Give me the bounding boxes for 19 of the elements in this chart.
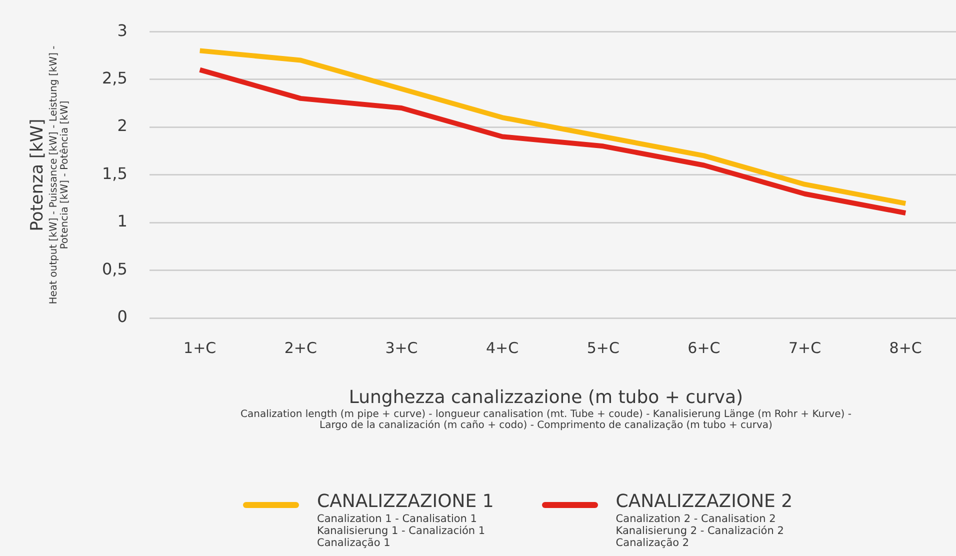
legend-label: CANALIZZAZIONE 2 Canalization 2 - Canalisation 2 Kanalisierung 2 - Canalización 2 Canalização 2 — [616, 491, 793, 549]
x-tick-label: 3+C — [385, 338, 418, 357]
y-tick-label: 1 — [117, 212, 128, 231]
x-tick-label: 4+C — [486, 338, 519, 357]
y-tick-label: 0,5 — [102, 259, 128, 278]
x-tick-label: 6+C — [688, 338, 720, 357]
y-tick-label: 3 — [117, 20, 128, 40]
x-axis-title: Lunghezza canalizzazione (m tubo + curva) Canalization length (m pipe + curve) - longueur canalisation (mt. Tube + coude) - Kanalisierung Länge (m Rohr + Kurve) - Largo de la canalización (m caño + codo) - Comprimento de canalização (m tubo + curva) — [240, 387, 852, 432]
x-tick-label: 1+C — [184, 338, 216, 357]
x-tick-label: 2+C — [284, 338, 317, 357]
x-tick-label: 7+C — [788, 338, 822, 357]
y-tick-label: 0 — [117, 307, 128, 326]
y-tick-label: 1,5 — [102, 164, 128, 183]
y-axis-title: Potenza [kW] Heat output [kW] - Puissance [kW] - Leistung [kW] - Potencia [kW] - Potência [kW] — [28, 46, 72, 304]
x-tick-label: 5+C — [586, 338, 620, 357]
y-tick-label: 2,5 — [102, 68, 128, 88]
y-tick-label: 2 — [117, 116, 128, 136]
legend-label: CANALIZZAZIONE 1 Canalization 1 - Canalisation 1 Kanalisierung 1 - Canalización 1 Canalização 1 — [317, 491, 494, 549]
x-tick-label: 8+C — [889, 338, 922, 357]
